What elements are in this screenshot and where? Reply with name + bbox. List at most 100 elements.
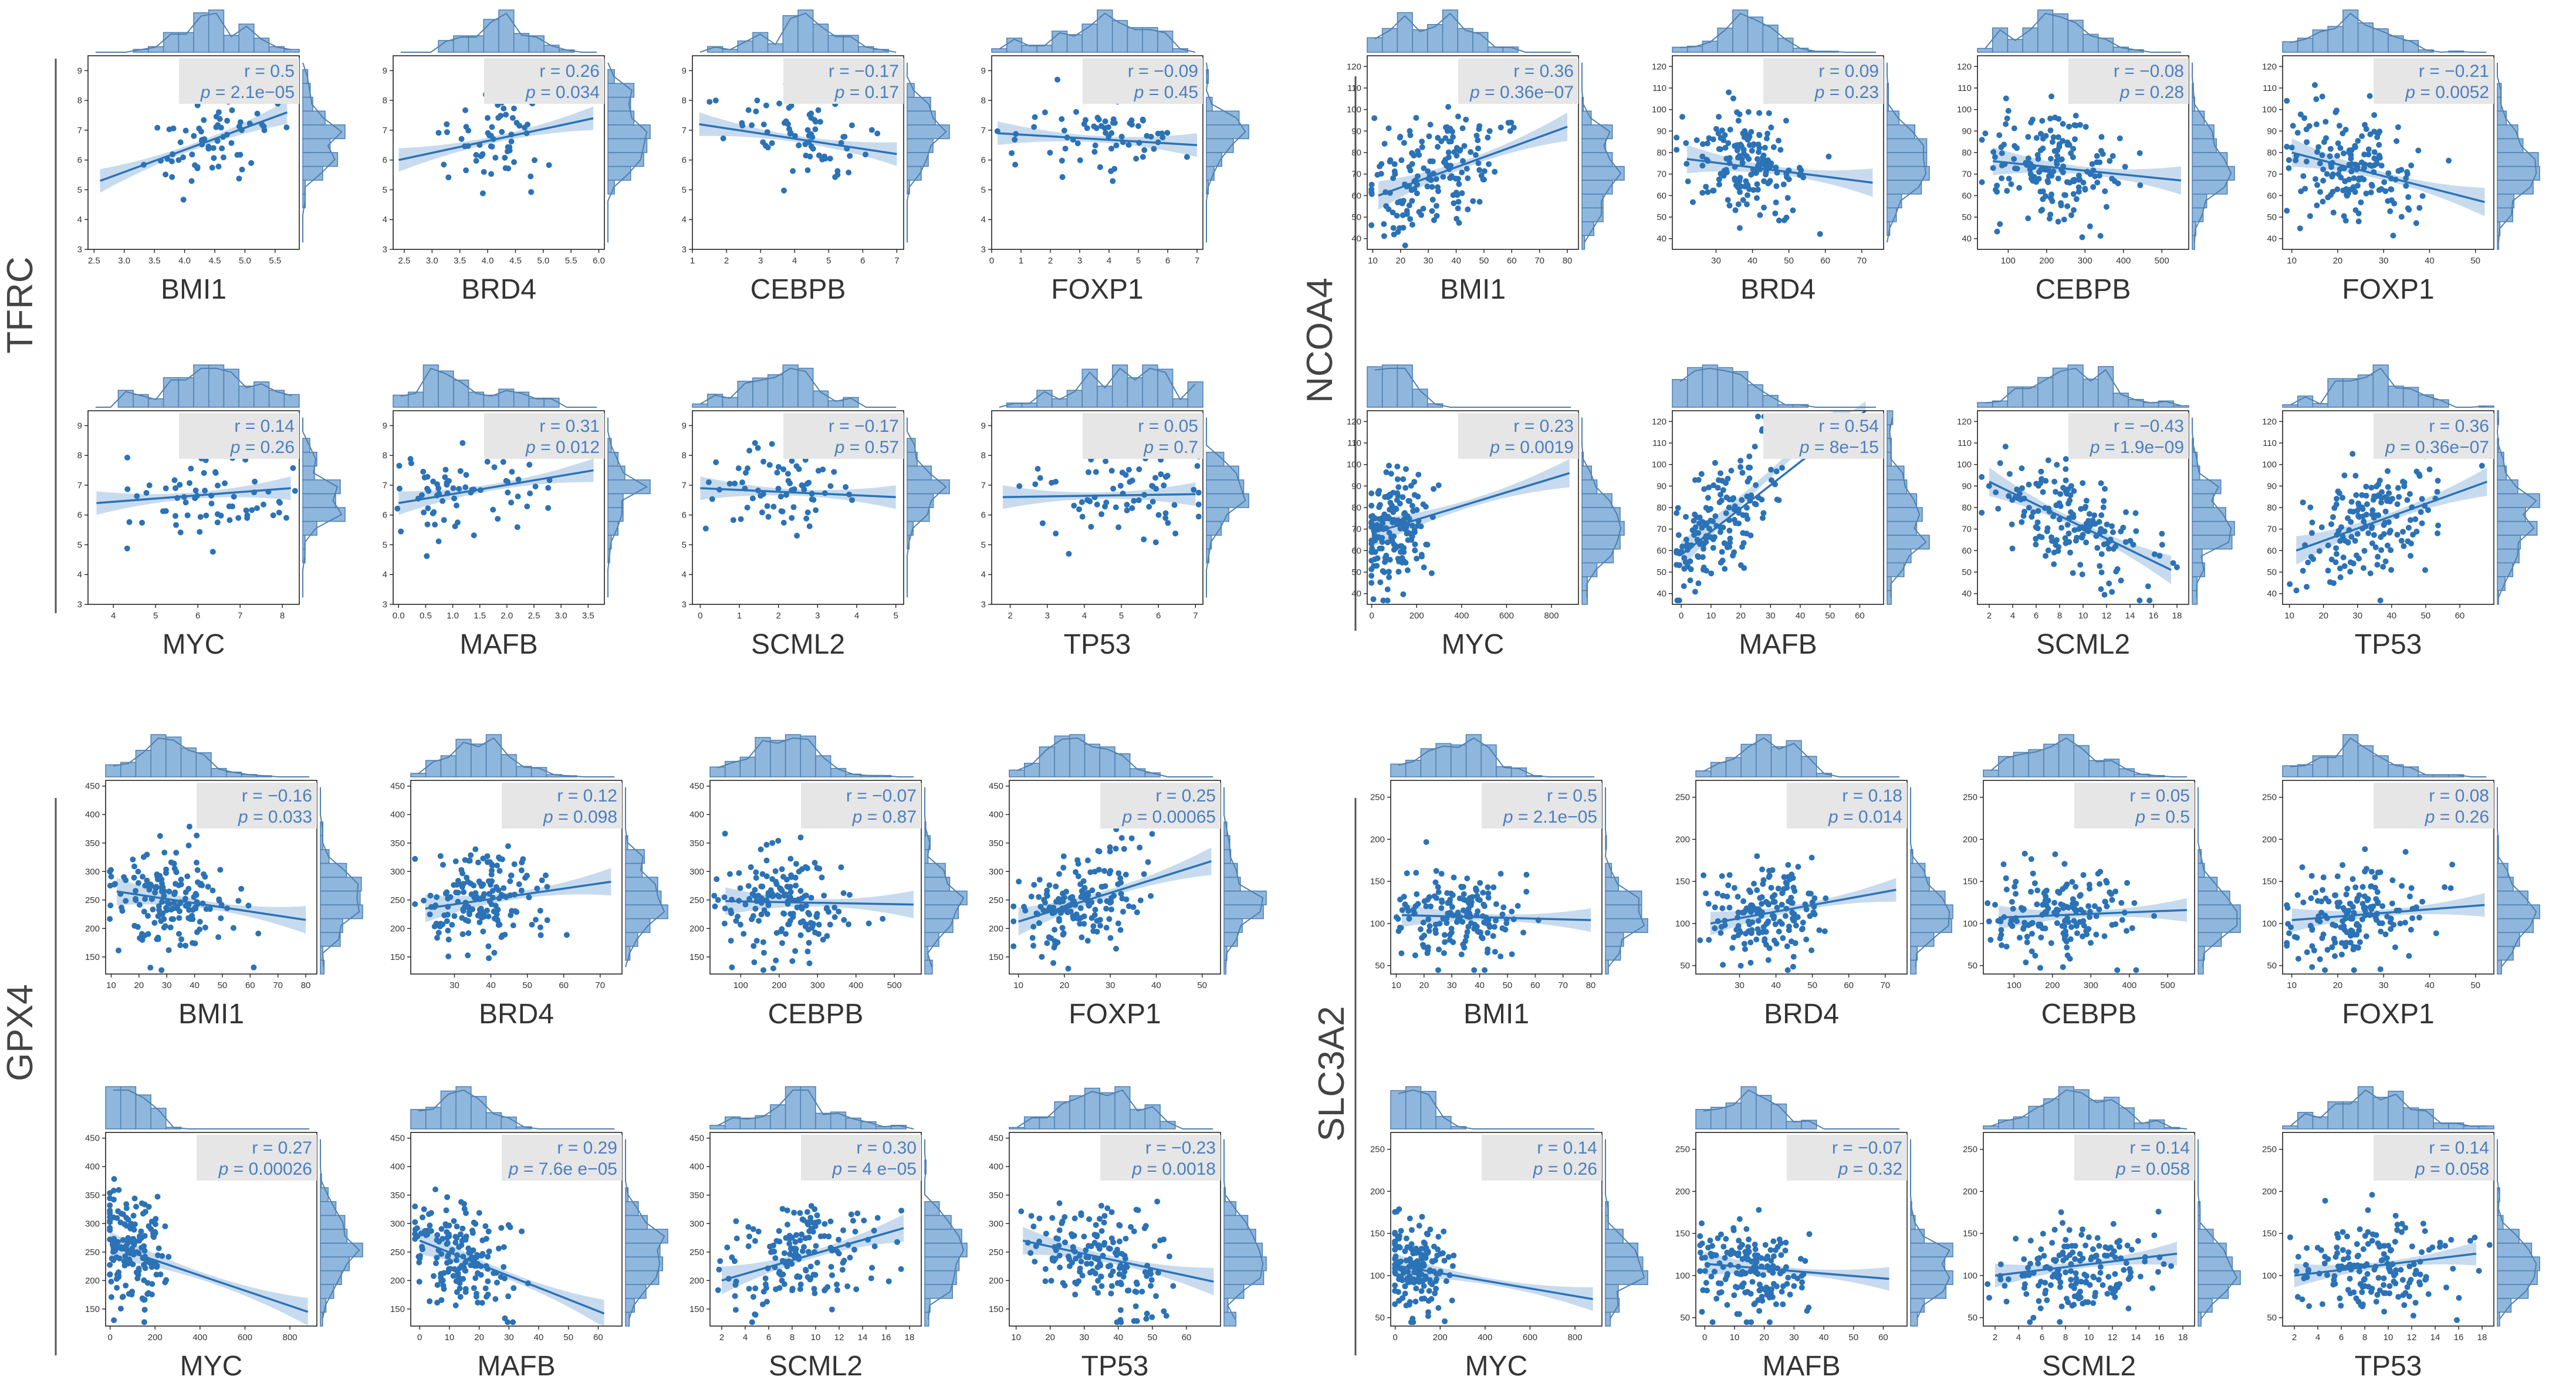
top-histogram-bar bbox=[709, 1125, 726, 1130]
data-point bbox=[2407, 517, 2413, 523]
data-point bbox=[827, 921, 833, 928]
data-point bbox=[1422, 503, 1429, 510]
data-point bbox=[443, 1207, 449, 1213]
data-point bbox=[772, 1255, 779, 1262]
y-tick-label: 40 bbox=[1657, 234, 1666, 244]
data-point bbox=[2039, 207, 2046, 213]
data-point bbox=[2080, 480, 2086, 486]
data-point bbox=[1817, 231, 1823, 237]
data-point bbox=[1701, 546, 1706, 552]
x-tick-label: 6 bbox=[1156, 611, 1161, 621]
x-axis-label: BMI1 bbox=[178, 999, 244, 1030]
data-point bbox=[2307, 504, 2314, 510]
data-point bbox=[1698, 471, 1705, 477]
right-histogram-bar bbox=[1206, 152, 1222, 167]
data-point bbox=[127, 1258, 133, 1264]
x-tick-label: 3.5 bbox=[454, 256, 466, 266]
data-point bbox=[1706, 526, 1712, 532]
data-point bbox=[1066, 550, 1072, 557]
data-point bbox=[173, 485, 178, 491]
data-point bbox=[2047, 211, 2054, 218]
data-point bbox=[2381, 522, 2387, 528]
data-point bbox=[1395, 484, 1402, 491]
data-point bbox=[844, 1283, 851, 1290]
data-point bbox=[863, 151, 868, 158]
top-density-curve bbox=[2290, 12, 2487, 53]
data-point bbox=[1431, 217, 1437, 224]
data-point bbox=[130, 1236, 137, 1242]
data-point bbox=[1110, 485, 1117, 492]
data-point bbox=[270, 512, 276, 519]
data-point bbox=[499, 128, 505, 135]
data-point bbox=[191, 133, 197, 139]
stat-r: r = −0.08 bbox=[2114, 62, 2184, 81]
right-histogram-bar bbox=[1887, 180, 1922, 195]
data-point bbox=[1402, 510, 1408, 516]
data-point bbox=[425, 1211, 432, 1218]
data-point bbox=[1115, 524, 1122, 530]
data-point bbox=[2435, 522, 2441, 529]
x-tick-label: 70 bbox=[595, 980, 605, 990]
top-histogram-bar bbox=[1427, 24, 1443, 53]
data-point bbox=[787, 855, 794, 862]
data-point bbox=[1737, 189, 1743, 195]
data-point bbox=[745, 465, 751, 472]
stat-p: p = 0.0018 bbox=[1131, 1159, 1216, 1179]
x-tick-label: 40 bbox=[1151, 980, 1161, 990]
right-density-curve bbox=[1889, 417, 1927, 598]
y-tick-label: 350 bbox=[85, 1191, 100, 1201]
y-tick-label: 50 bbox=[1351, 567, 1361, 577]
data-point bbox=[1101, 1219, 1107, 1226]
data-point bbox=[762, 1275, 769, 1281]
data-point bbox=[107, 916, 113, 922]
data-point bbox=[1059, 116, 1065, 122]
data-point bbox=[545, 485, 552, 491]
data-point bbox=[1129, 477, 1135, 483]
data-point bbox=[1093, 125, 1100, 131]
data-point bbox=[1710, 518, 1716, 525]
data-point bbox=[545, 505, 552, 511]
data-point bbox=[153, 884, 160, 890]
data-point bbox=[793, 882, 799, 889]
data-point bbox=[840, 1227, 846, 1233]
data-point bbox=[1091, 148, 1098, 155]
stat-p: p = 0.00026 bbox=[218, 1159, 312, 1179]
data-point bbox=[803, 515, 810, 522]
data-point bbox=[529, 921, 535, 928]
data-point bbox=[1378, 545, 1385, 552]
data-point bbox=[1768, 466, 1774, 473]
right-histogram-bar bbox=[1581, 479, 1598, 495]
y-tick-label: 4 bbox=[682, 570, 687, 580]
data-point bbox=[506, 147, 513, 154]
data-point bbox=[1739, 497, 1745, 503]
data-point bbox=[1730, 95, 1736, 102]
data-point bbox=[1059, 174, 1066, 180]
x-tick-label: 40 bbox=[534, 1333, 544, 1342]
top-histogram-bar bbox=[1127, 377, 1143, 408]
data-point bbox=[173, 850, 180, 856]
data-point bbox=[763, 102, 769, 109]
data-point bbox=[2341, 150, 2347, 157]
data-point bbox=[764, 1298, 770, 1305]
data-point bbox=[728, 938, 734, 944]
data-point bbox=[1164, 472, 1171, 479]
data-point bbox=[1710, 482, 1717, 489]
x-tick-label: 2 bbox=[719, 1333, 724, 1342]
top-histogram-bar bbox=[208, 9, 225, 53]
top-histogram-bar bbox=[737, 380, 753, 408]
top-histogram-bar bbox=[1732, 371, 1749, 408]
data-point bbox=[797, 834, 804, 841]
x-tick-label: 2 bbox=[1987, 611, 1992, 621]
top-histogram-bar bbox=[1977, 402, 1993, 408]
x-tick-label: 20 bbox=[2318, 611, 2328, 621]
data-point bbox=[1144, 1310, 1150, 1317]
data-point bbox=[438, 1297, 445, 1303]
data-point bbox=[1039, 953, 1045, 960]
data-point bbox=[2044, 178, 2051, 184]
data-point bbox=[502, 932, 508, 938]
data-point bbox=[2043, 133, 2049, 139]
data-point bbox=[1418, 552, 1425, 558]
data-point bbox=[153, 1216, 159, 1222]
data-point bbox=[1075, 861, 1081, 867]
